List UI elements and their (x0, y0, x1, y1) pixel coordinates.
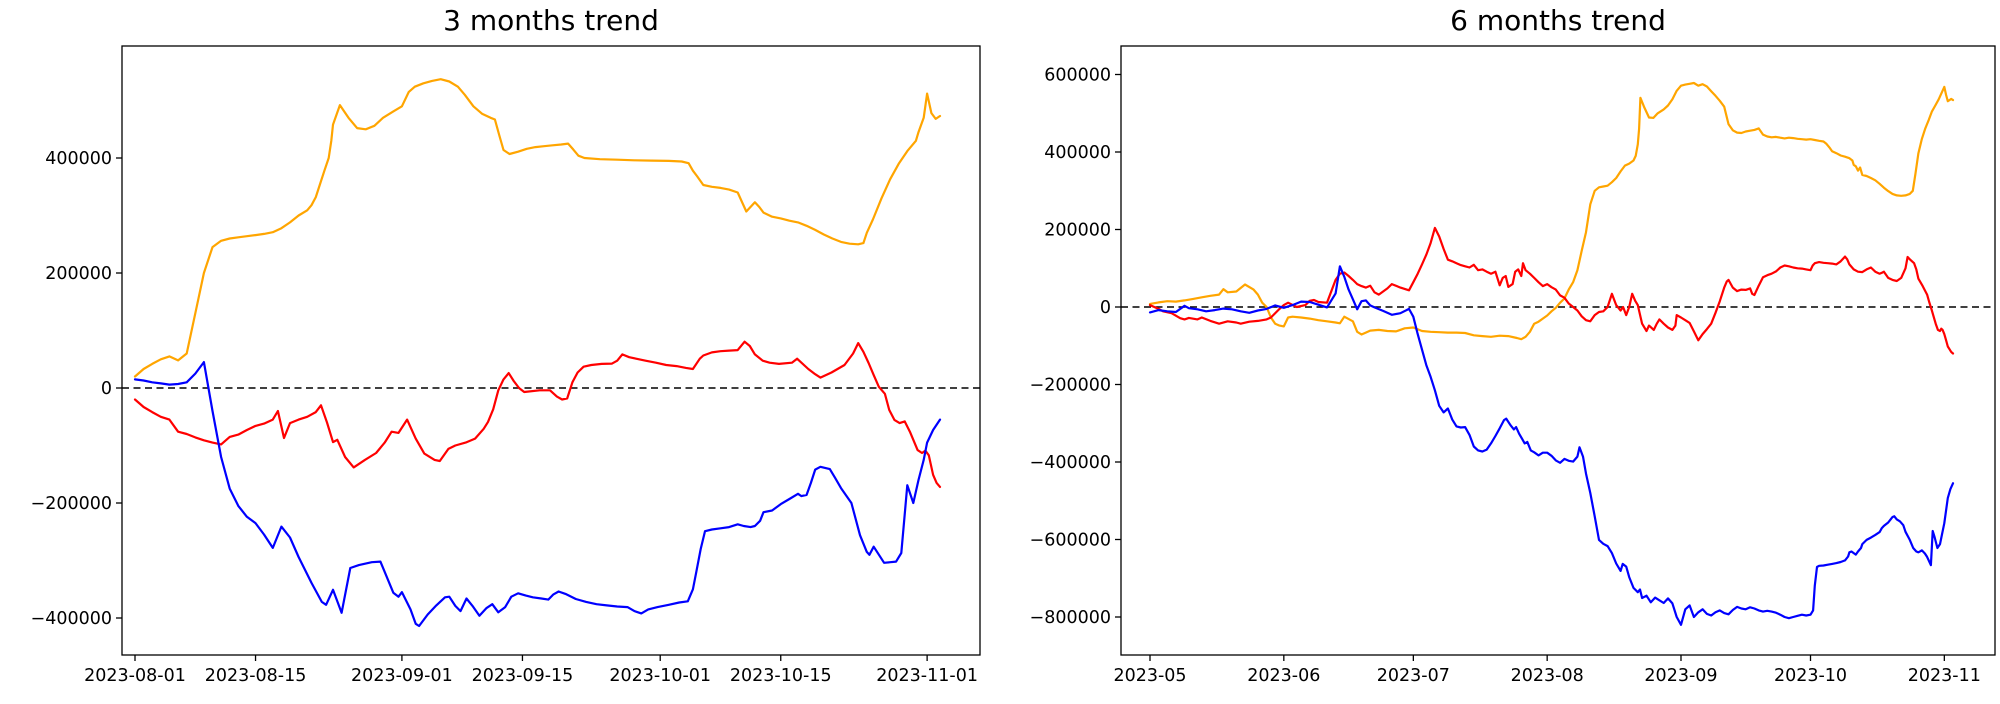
y-tick-label: 600000 (1044, 66, 1111, 86)
x-tick-label: 2023-05 (1113, 666, 1186, 686)
series-line-red (133, 340, 942, 488)
x-tick-label: 2023-09-01 (351, 666, 453, 686)
y-tick-label: 200000 (1044, 221, 1111, 241)
x-tick-label: 2023-08-15 (205, 666, 307, 686)
x-tick-label: 2023-10-01 (609, 666, 711, 686)
y-tick-label: 400000 (1044, 143, 1111, 163)
y-tick-label: −800000 (1030, 608, 1111, 628)
y-tick-label: 200000 (45, 264, 112, 284)
series-line-orange (1148, 81, 1955, 341)
series-line-blue (133, 361, 942, 628)
y-tick-label: −600000 (1030, 531, 1111, 551)
x-tick-label: 2023-11 (1908, 666, 1981, 686)
series-line-blue (1148, 265, 1955, 626)
x-tick-label: 2023-07 (1377, 666, 1450, 686)
x-tick-label: 2023-08-01 (84, 666, 186, 686)
chart-title: 6 months trend (1450, 4, 1666, 37)
y-tick-label: −400000 (1030, 453, 1111, 473)
series-line-red (1148, 226, 1955, 355)
y-tick-label: 400000 (45, 149, 112, 169)
x-tick-label: 2023-10 (1774, 666, 1847, 686)
y-tick-label: −200000 (1030, 376, 1111, 396)
x-tick-label: 2023-08 (1511, 666, 1584, 686)
x-tick-label: 2023-10-15 (730, 666, 832, 686)
plot-frame (121, 45, 981, 656)
y-tick-label: −400000 (31, 609, 112, 629)
y-tick-label: 0 (101, 379, 112, 399)
x-tick-label: 2023-11-01 (876, 666, 978, 686)
y-tick-label: −200000 (31, 494, 112, 514)
x-tick-label: 2023-06 (1247, 666, 1320, 686)
x-tick-label: 2023-09 (1644, 666, 1717, 686)
chart-3-months-trend: 3 months trend 400000 200000 0 −200000 −40000… (31, 4, 981, 686)
chart-title: 3 months trend (443, 4, 659, 37)
plot-frame (1120, 45, 1996, 656)
y-tick-label: 0 (1100, 298, 1111, 318)
chart-6-months-trend: 6 months trend 600000 400000 200000 0 −200000… (1030, 4, 1996, 686)
series-line-orange (133, 78, 942, 378)
x-tick-label: 2023-09-15 (472, 666, 574, 686)
